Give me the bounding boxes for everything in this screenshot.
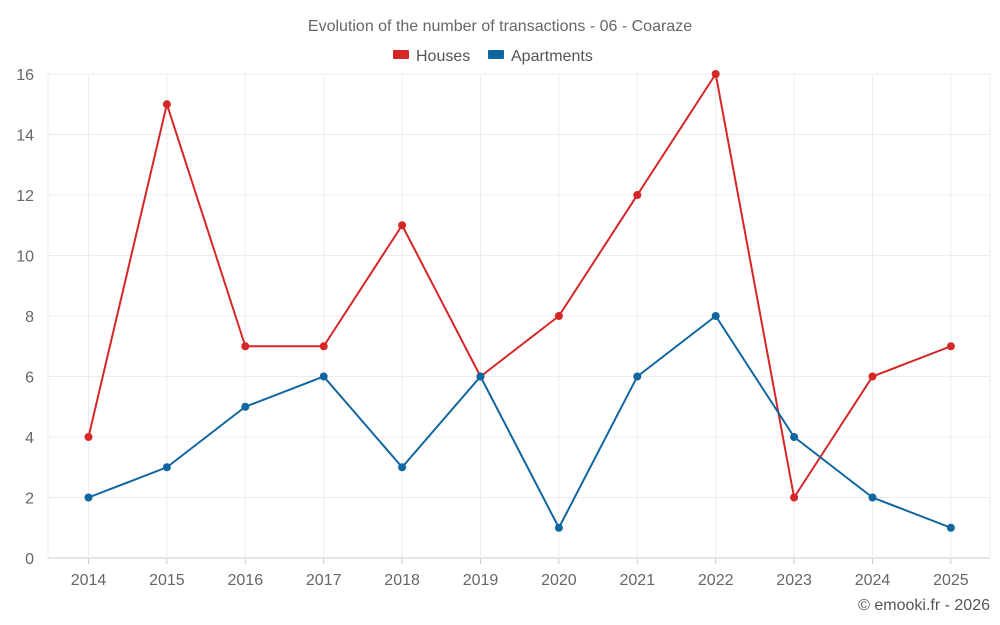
x-tick-label: 2022	[698, 572, 734, 589]
data-point-apartments[interactable]	[398, 463, 407, 472]
legend-label-apartments: Apartments	[511, 48, 593, 65]
data-point-apartments[interactable]	[946, 523, 955, 532]
data-point-apartments[interactable]	[554, 523, 563, 532]
data-point-apartments[interactable]	[790, 433, 799, 441]
x-tick-label: 2021	[620, 572, 656, 589]
y-tick-label: 16	[16, 67, 34, 84]
y-tick-label: 14	[16, 128, 34, 145]
x-tick-label: 2017	[306, 572, 342, 589]
axes: 0 2 4 6 8 10 12 14 16 2014 2015 2016 2017 2018 2019 202…	[16, 67, 969, 589]
x-tick-label: 2024	[855, 572, 891, 589]
y-tick-label: 12	[16, 188, 34, 205]
x-tick-label: 2016	[228, 572, 264, 589]
series-line-houses	[87, 73, 952, 499]
data-point-apartments[interactable]	[162, 463, 171, 472]
series	[84, 70, 955, 532]
data-point-houses[interactable]	[633, 191, 642, 199]
data-point-houses[interactable]	[84, 433, 93, 441]
data-point-houses[interactable]	[711, 70, 720, 78]
data-point-apartments[interactable]	[319, 372, 328, 381]
x-tick-label: 2023	[776, 572, 812, 589]
y-tick-label: 0	[25, 551, 34, 568]
legend-item-apartments[interactable]: Apartments	[488, 48, 593, 65]
x-tick-label: 2014	[71, 572, 107, 589]
credit-text: © emooki.fr - 2026	[858, 597, 990, 614]
data-point-apartments[interactable]	[868, 493, 877, 502]
data-point-houses[interactable]	[162, 100, 171, 109]
data-point-apartments[interactable]	[476, 372, 485, 381]
x-tick-label: 2019	[463, 572, 499, 589]
data-point-houses[interactable]	[946, 342, 955, 351]
legend: Houses Apartments	[393, 48, 593, 65]
y-tick-label: 6	[25, 370, 34, 387]
y-tick-label: 10	[16, 249, 34, 266]
data-point-houses[interactable]	[319, 342, 328, 351]
data-point-houses[interactable]	[554, 312, 563, 320]
legend-swatch-apartments	[488, 50, 504, 59]
data-point-houses[interactable]	[868, 372, 877, 381]
data-point-houses[interactable]	[790, 493, 799, 502]
x-tick-label: 2025	[933, 572, 969, 589]
y-tick-label: 4	[25, 430, 34, 447]
chart-title: Evolution of the number of transactions …	[308, 18, 692, 35]
x-tick-label: 2015	[149, 572, 185, 589]
data-point-apartments[interactable]	[711, 312, 720, 320]
data-point-apartments[interactable]	[633, 372, 642, 381]
y-tick-label: 8	[25, 309, 34, 326]
series-line-apartments	[88, 315, 952, 529]
data-point-apartments[interactable]	[84, 493, 93, 502]
data-point-houses[interactable]	[398, 221, 407, 230]
data-point-houses[interactable]	[241, 342, 250, 351]
x-tick-label: 2020	[541, 572, 577, 589]
data-point-apartments[interactable]	[241, 402, 250, 411]
series-apartments	[84, 312, 955, 532]
legend-swatch-houses	[393, 50, 409, 59]
legend-item-houses[interactable]: Houses	[393, 48, 470, 65]
y-tick-label: 2	[25, 491, 34, 508]
x-tick-label: 2018	[384, 572, 420, 589]
legend-label-houses: Houses	[416, 48, 470, 65]
grid	[47, 73, 991, 559]
